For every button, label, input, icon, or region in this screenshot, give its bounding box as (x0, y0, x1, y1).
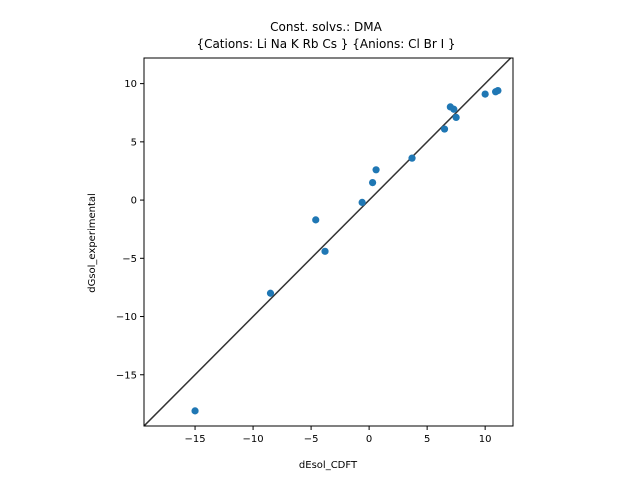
y-tick-label-1: −10 (116, 312, 137, 323)
data-point-0 (191, 407, 199, 415)
data-point-10 (450, 105, 458, 113)
data-point-7 (408, 154, 416, 162)
data-point-14 (494, 87, 502, 95)
axes-frame (143, 57, 514, 427)
x-tick-label-4: 5 (424, 434, 430, 445)
x-tick-label-2: −5 (304, 434, 319, 445)
data-point-6 (372, 166, 380, 174)
data-point-12 (481, 90, 489, 98)
y-tick-label-5: 10 (124, 79, 137, 90)
data-point-11 (452, 113, 460, 121)
x-tick-label-0: −15 (185, 434, 206, 445)
data-point-2 (312, 216, 320, 224)
x-tick-label-5: 10 (479, 434, 492, 445)
x-tick-label-3: 0 (366, 434, 372, 445)
chart-title: Const. solvs.: DMA {Cations: Li Na K Rb … (196, 20, 455, 51)
x-tick-label-1: −10 (243, 434, 264, 445)
data-point-1 (266, 289, 275, 297)
y-tick-label-2: −5 (122, 254, 137, 265)
plot-area: −15 −10 −5 0 5 10 −15 −10 −5 0 5 10 (116, 57, 514, 445)
x-axis-label: dEsol_CDFT (299, 460, 358, 471)
y-axis-label: dGsol_experimental (87, 193, 98, 293)
data-point-3 (321, 247, 329, 255)
data-point-8 (440, 125, 449, 133)
identity-line (144, 58, 512, 426)
y-tick-label-4: 5 (131, 137, 137, 148)
chart-title-line-2: {Cations: Li Na K Rb Cs } {Anions: Cl Br… (196, 37, 455, 51)
y-tick-label-3: 0 (131, 196, 137, 207)
data-point-4 (358, 198, 366, 207)
data-point-5 (368, 179, 377, 187)
chart-title-line-1: Const. solvs.: DMA (270, 20, 382, 34)
y-tick-label-0: −15 (116, 370, 137, 381)
